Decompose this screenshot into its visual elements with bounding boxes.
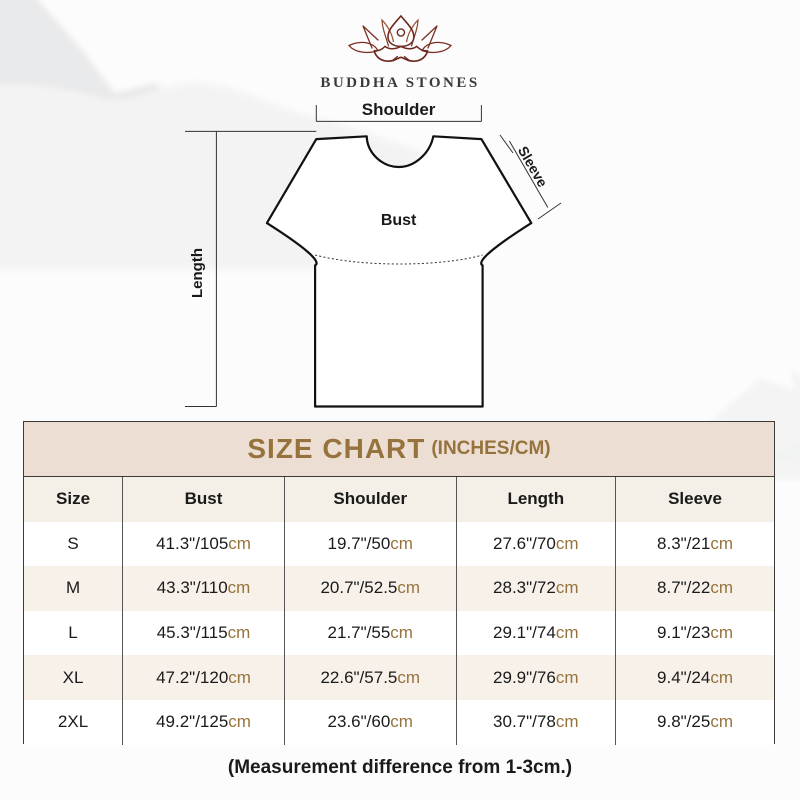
- svg-text:Bust: Bust: [381, 212, 417, 229]
- svg-text:Length: Length: [189, 248, 206, 298]
- svg-text:Shoulder: Shoulder: [362, 100, 436, 119]
- svg-text:Sleeve: Sleeve: [515, 143, 551, 190]
